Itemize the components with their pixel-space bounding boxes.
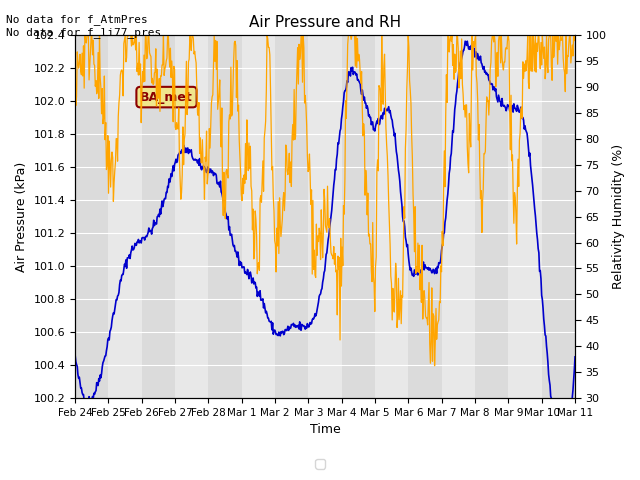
Bar — [541, 36, 575, 398]
Bar — [475, 36, 508, 398]
Text: No data for f_AtmPres
No data for f_li77_pres: No data for f_AtmPres No data for f_li77… — [6, 14, 162, 38]
RH — [71, 62, 79, 68]
li75_p — [385, 110, 393, 116]
RH — [81, 85, 88, 91]
Bar — [442, 36, 475, 398]
li75_p — [182, 149, 190, 155]
Bar — [142, 36, 175, 398]
li75_p — [209, 169, 217, 175]
RH — [81, 33, 89, 38]
RH — [210, 63, 218, 69]
Bar — [209, 36, 242, 398]
Text: BA_met: BA_met — [140, 91, 193, 104]
li75_p — [81, 398, 88, 404]
Bar — [375, 36, 408, 398]
Y-axis label: Relativity Humidity (%): Relativity Humidity (%) — [612, 144, 625, 289]
li75_p — [571, 354, 579, 360]
RH — [571, 33, 579, 38]
RH — [132, 33, 140, 38]
RH — [183, 112, 191, 118]
Bar — [408, 36, 442, 398]
X-axis label: Time: Time — [310, 423, 340, 436]
Title: Air Pressure and RH: Air Pressure and RH — [249, 15, 401, 30]
li75_p — [71, 353, 79, 359]
Line: RH: RH — [75, 36, 575, 366]
RH — [431, 363, 438, 369]
Bar — [508, 36, 541, 398]
Line: li75_p: li75_p — [75, 41, 575, 463]
li75_p — [560, 460, 568, 466]
Bar — [242, 36, 275, 398]
Bar — [175, 36, 209, 398]
Bar — [108, 36, 142, 398]
Y-axis label: Air Pressure (kPa): Air Pressure (kPa) — [15, 161, 28, 272]
li75_p — [132, 241, 140, 247]
li75_p — [463, 38, 471, 44]
Bar — [75, 36, 108, 398]
Bar — [308, 36, 342, 398]
RH — [387, 241, 394, 247]
Legend:  — [315, 459, 325, 469]
li75_p — [400, 218, 408, 224]
Bar — [342, 36, 375, 398]
RH — [401, 216, 408, 221]
Bar — [275, 36, 308, 398]
